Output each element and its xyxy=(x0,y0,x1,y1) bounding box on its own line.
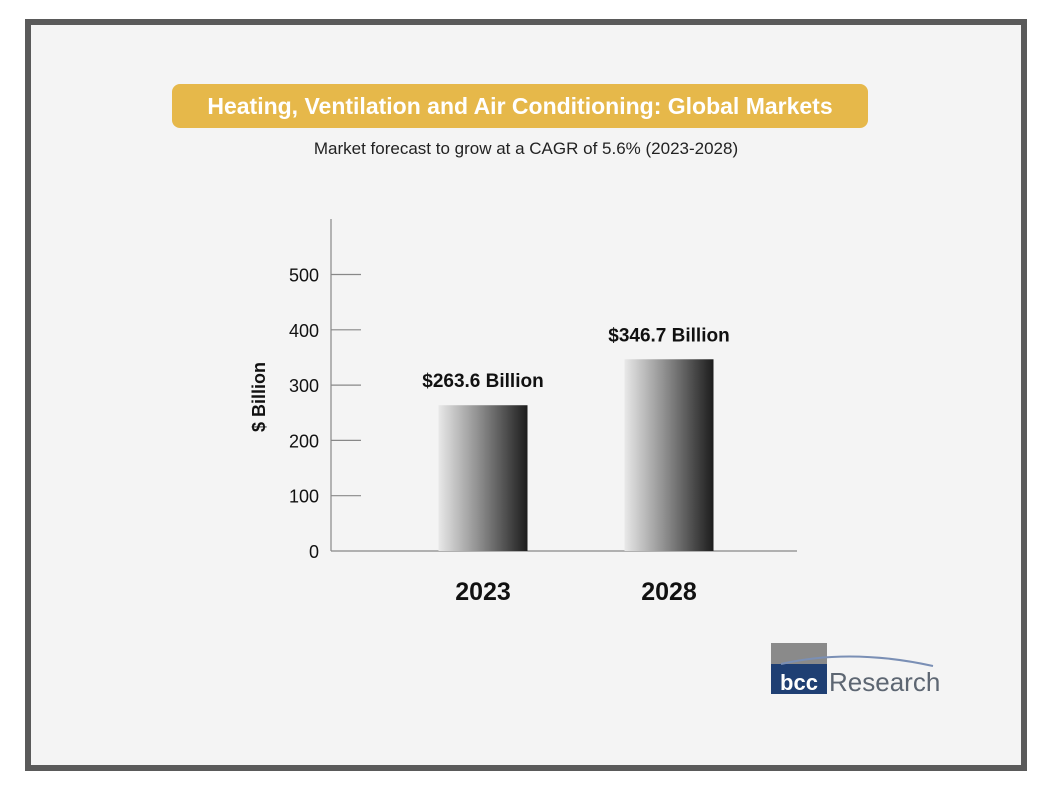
y-tick-label: 300 xyxy=(289,376,319,396)
logo-wordmark: Research xyxy=(829,667,940,697)
data-label: $346.7 Billion xyxy=(608,325,729,346)
logo-blue-block xyxy=(771,664,827,694)
bar-2028 xyxy=(624,359,714,551)
y-tick-label: 400 xyxy=(289,321,319,341)
y-tick-label: 0 xyxy=(309,542,319,562)
chart-title-banner: Heating, Ventilation and Air Conditionin… xyxy=(172,84,868,128)
logo-arc xyxy=(780,655,934,667)
y-axis-title: $ Billion xyxy=(249,362,269,432)
bar-2023 xyxy=(438,405,528,551)
bcc-research-logo: bcc Research xyxy=(771,640,941,700)
chart-subtitle: Market forecast to grow at a CAGR of 5.6… xyxy=(313,139,739,158)
chart-frame: Heating, Ventilation and Air Conditionin… xyxy=(25,19,1027,771)
logo-mark: bcc xyxy=(780,670,818,695)
y-tick-label: 100 xyxy=(289,487,319,507)
y-tick-label: 200 xyxy=(289,431,319,451)
y-tick-label: 500 xyxy=(289,266,319,286)
bar-chart: 0 100 200 300 400 500 $ Billion $263.6 Billion 2… xyxy=(249,219,797,606)
x-category-label: 2028 xyxy=(641,578,697,606)
data-label: $263.6 Billion xyxy=(422,371,543,392)
x-category-label: 2023 xyxy=(455,578,511,606)
